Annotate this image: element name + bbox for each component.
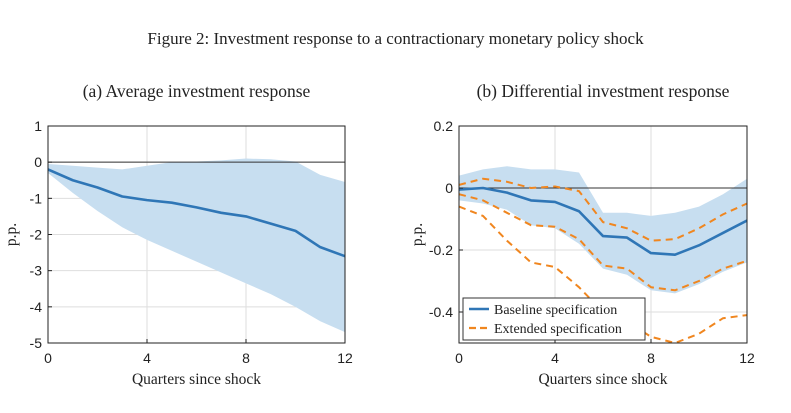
panel-b-legend-box <box>462 297 646 341</box>
panel-b-series-baseline-specification <box>459 186 747 256</box>
panel-a-ylabel: p.p. <box>3 223 20 246</box>
figure-title: Figure 2: Investment response to a contr… <box>147 29 644 48</box>
panel-b-series-extended-upper-bound <box>459 177 747 242</box>
panel-b-confidence-band <box>459 166 747 294</box>
panel-b-series-extended-specification <box>459 193 747 292</box>
panel-a-ytick-label: -3 <box>30 263 43 279</box>
panel-b-xtick-label: 4 <box>551 350 559 366</box>
panel-a-title: (a) Average investment response <box>83 81 311 101</box>
panel-a-xtick-label: 12 <box>337 350 353 366</box>
panel-a-ytick-label: -4 <box>30 299 43 315</box>
panel-b-xlabel: Quarters since shock <box>538 371 667 388</box>
panel-a-ytick-label: -5 <box>30 335 43 351</box>
panel-b-axes-frame <box>458 125 748 344</box>
panel-a-xlabel: Quarters since shock <box>132 371 261 388</box>
panel-b-xtick-label: 8 <box>647 350 655 366</box>
panel-a-confidence-band <box>48 158 345 333</box>
panel-a-series-response <box>48 168 345 258</box>
panel-b-ytick-label: 0 <box>445 180 453 196</box>
panel-b-legend-label: Baseline specification <box>494 303 617 318</box>
panel-b-title: (b) Differential investment response <box>477 81 730 101</box>
panel-b: (b) Differential investment response 0 4 8 1… <box>409 81 755 388</box>
panel-b-ytick-label: 0.2 <box>434 118 454 134</box>
panel-b-legend-label: Extended specification <box>494 322 622 337</box>
panel-a-plot-area <box>48 158 345 333</box>
panel-b-xtick-label: 12 <box>739 350 755 366</box>
panel-b-ytick-label: -0.2 <box>429 242 453 258</box>
panel-a-ytick-label: -2 <box>30 227 43 243</box>
panel-a: (a) Average investment response 0 4 8 12 1 0 -1… <box>3 81 353 388</box>
panel-a-xtick-label: 4 <box>143 350 151 366</box>
panel-b-ylabel: p.p. <box>409 223 426 246</box>
panel-a-ytick-label: 0 <box>34 154 42 170</box>
panel-a-xtick-label: 0 <box>44 350 52 366</box>
panel-a-ytick-label: 1 <box>34 118 42 134</box>
panel-a-ytick-label: -1 <box>30 190 43 206</box>
panel-b-ytick-label: -0.4 <box>429 304 453 320</box>
panel-a-xtick-label: 8 <box>242 350 250 366</box>
panel-b-legend: Baseline specification Extended specifica… <box>462 297 646 341</box>
panel-b-xtick-label: 0 <box>455 350 463 366</box>
